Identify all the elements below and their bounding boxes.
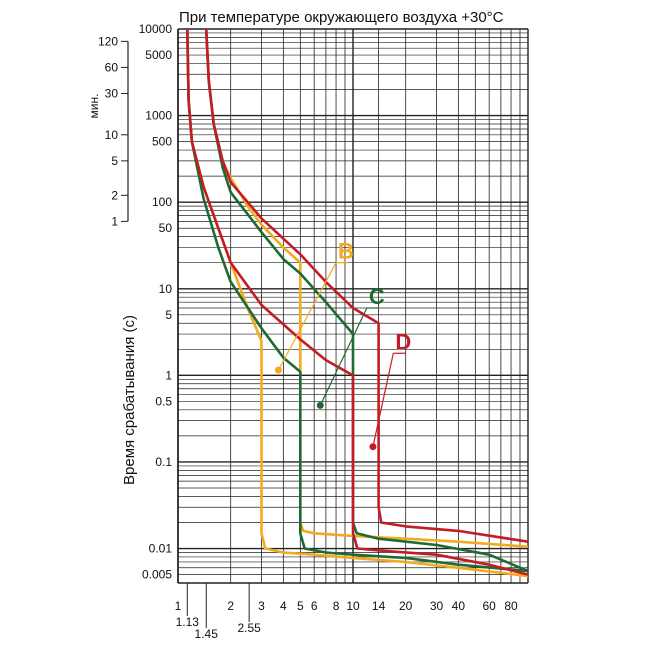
x-tick-label: 1 (175, 599, 182, 613)
minute-tick-label: 10 (105, 128, 119, 142)
curve-c-lower (186, 28, 529, 573)
minute-tick-label: 5 (111, 154, 118, 168)
minute-tick-label: 120 (98, 34, 118, 48)
grid (177, 28, 529, 584)
leader-dot-b (274, 366, 282, 374)
y-tick-label: 10000 (139, 22, 173, 36)
y-tick-label: 1 (165, 368, 172, 382)
leader-dot-d (369, 443, 377, 451)
x-tick-label: 6 (311, 599, 318, 613)
chart-title: При температуре окружающего воздуха +30°… (179, 9, 504, 26)
tick-labels: 1 2 3 4 5 6 8 10 14 20 30 40 60 801.131.45 2.551000050… (98, 22, 518, 641)
y-tick-label: 0.005 (142, 568, 172, 582)
x-tick-label: 4 (280, 599, 287, 613)
leader-line-d (372, 353, 394, 447)
curve-label-c: C (369, 284, 385, 309)
x-tick-label: 5 (297, 599, 304, 613)
x-secondary-tick-label: 2.55 (237, 621, 261, 635)
y-tick-label: 500 (152, 135, 172, 149)
curve-b-upper (204, 28, 529, 548)
x-tick-label: 8 (333, 599, 340, 613)
minute-tick-label: 2 (111, 188, 118, 202)
y-tick-label: 5 (165, 308, 172, 322)
x-tick-label: 80 (504, 599, 518, 613)
y-tick-label: 0.5 (155, 394, 172, 408)
leader-line-c (319, 307, 368, 406)
y-tick-label: 10 (159, 282, 173, 296)
series-layer (186, 28, 529, 578)
x-tick-label: 14 (372, 599, 386, 613)
curve-label-d: D (395, 329, 411, 354)
y-tick-label: 0.01 (149, 542, 173, 556)
x-tick-label: 3 (258, 599, 265, 613)
x-secondary-tick-label: 1.45 (195, 627, 219, 641)
minute-tick-label: 60 (105, 60, 119, 74)
leader-line-b (277, 262, 337, 371)
y-tick-label: 1000 (145, 109, 172, 123)
y-tick-label: 0.1 (155, 455, 172, 469)
x-tick-label: 10 (346, 599, 360, 613)
curve-labels: BCD (274, 239, 411, 451)
x-tick-label: 60 (482, 599, 496, 613)
curve-d-upper (204, 28, 529, 543)
curve-d-lower (186, 28, 529, 576)
x-tick-label: 2 (227, 599, 234, 613)
y-axis-label: Время срабатывания (с) (121, 315, 138, 485)
minute-tick-label: 30 (105, 86, 119, 100)
x-tick-label: 30 (430, 599, 444, 613)
curve-c-upper (204, 28, 529, 573)
minute-tick-label: 1 (111, 214, 118, 228)
x-tick-label: 40 (452, 599, 466, 613)
x-secondary-tick-label: 1.13 (176, 615, 200, 629)
curve-b-lower (186, 28, 529, 578)
leader-dot-c (316, 401, 324, 409)
y-tick-label: 50 (159, 221, 173, 235)
minutes-axis-label: мин. (87, 94, 101, 119)
x-tick-label: 20 (399, 599, 413, 613)
y-tick-label: 5000 (145, 48, 172, 62)
y-tick-label: 100 (152, 195, 172, 209)
curve-label-b: B (338, 239, 354, 264)
